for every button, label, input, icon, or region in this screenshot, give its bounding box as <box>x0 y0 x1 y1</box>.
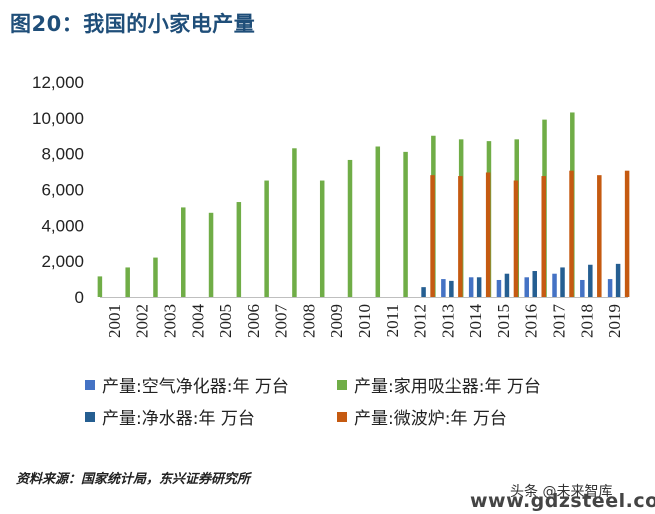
bar-microwave-2019 <box>624 170 630 297</box>
bar-air_purifier-2018 <box>580 279 585 297</box>
bar-air_purifier-2015 <box>496 279 502 297</box>
x-tick-label: 2005 <box>216 304 235 338</box>
legend-item-microwave: 产量:微波炉:年 万台 <box>337 404 507 429</box>
legend-swatch <box>85 379 95 390</box>
y-tick-label: 2,000 <box>41 252 84 271</box>
x-tick-label: 2019 <box>605 304 624 338</box>
y-tick-label: 10,000 <box>32 109 84 128</box>
y-tick-label: 6,000 <box>41 181 84 200</box>
y-axis: 0 2,000 4,000 6,000 8,000 10,000 12,000 <box>32 73 84 307</box>
x-tick-label: 2002 <box>133 304 152 338</box>
x-tick-label: 2006 <box>244 304 263 338</box>
x-tick-label: 2015 <box>494 304 513 338</box>
bar-vacuum-2002 <box>125 267 130 297</box>
bar-vacuum-2001 <box>97 276 103 297</box>
bar-microwave-2017 <box>569 170 574 297</box>
legend-swatch <box>337 411 347 422</box>
bar-air_purifier-2017 <box>552 273 557 297</box>
y-tick-label: 0 <box>75 288 84 307</box>
x-tick-label: 2012 <box>411 304 430 338</box>
legend-item-vacuum: 产量:家用吸尘器:年 万台 <box>337 372 541 397</box>
bar-vacuum-2010 <box>347 159 353 297</box>
legend-label: 产量:空气净化器:年 万台 <box>102 377 289 397</box>
bar-microwave-2014 <box>485 172 491 297</box>
bar-vacuum-2005 <box>208 212 214 297</box>
bar-vacuum-2011 <box>375 146 381 297</box>
y-tick-label: 4,000 <box>41 216 84 235</box>
bar-microwave-2013 <box>458 176 463 297</box>
chart-bars <box>97 112 630 297</box>
watermark-url: www.gdzsteel.com <box>470 490 655 512</box>
bar-water_purifier-2018 <box>588 264 593 297</box>
bar-water_purifier-2019 <box>615 263 621 297</box>
legend-swatch <box>337 379 347 390</box>
legend-label: 产量:微波炉:年 万台 <box>354 409 507 429</box>
bar-air_purifier-2016 <box>524 277 529 297</box>
watermark-text: 头条 @未来智库 <box>510 484 613 500</box>
x-axis: 2001 2002 2003 2004 2005 2006 2007 2008 2009 2010… <box>100 297 628 339</box>
bar-microwave-2016 <box>541 176 546 297</box>
x-tick-label: 2010 <box>355 304 374 338</box>
x-tick-label: 2007 <box>272 304 291 339</box>
x-tick-label: 2003 <box>160 304 179 338</box>
source-note: 资料来源：国家统计局，东兴证券研究所 <box>16 472 251 487</box>
x-tick-label: 2009 <box>327 304 346 338</box>
bar-microwave-2012 <box>430 175 435 297</box>
bar-water_purifier-2017 <box>560 267 565 297</box>
y-tick-label: 12,000 <box>32 73 84 92</box>
x-tick-label: 2018 <box>577 304 596 338</box>
bar-water_purifier-2013 <box>449 280 454 297</box>
x-tick-label: 2011 <box>383 304 402 337</box>
bar-vacuum-2007 <box>264 180 269 297</box>
bar-water_purifier-2012 <box>421 287 426 297</box>
legend-swatch <box>85 411 95 422</box>
bar-water_purifier-2014 <box>476 277 482 297</box>
bar-vacuum-2009 <box>319 180 325 297</box>
bar-water_purifier-2015 <box>504 273 510 297</box>
x-tick-label: 2008 <box>299 304 318 338</box>
bar-air_purifier-2013 <box>441 279 446 297</box>
bar-air_purifier-2019 <box>607 279 613 297</box>
bar-microwave-2018 <box>597 175 602 297</box>
bar-water_purifier-2016 <box>532 271 537 297</box>
legend-label: 产量:净水器:年 万台 <box>102 409 255 429</box>
x-tick-label: 2014 <box>466 304 485 339</box>
bar-microwave-2015 <box>513 180 519 297</box>
x-tick-label: 2001 <box>105 304 124 338</box>
legend-label: 产量:家用吸尘器:年 万台 <box>354 377 541 397</box>
y-tick-label: 8,000 <box>41 145 84 164</box>
legend-item-water_purifier: 产量:净水器:年 万台 <box>85 404 255 429</box>
bar-vacuum-2003 <box>153 257 158 297</box>
x-tick-label: 2004 <box>188 304 207 339</box>
x-tick-label: 2017 <box>550 304 569 339</box>
bar-vacuum-2004 <box>181 207 186 297</box>
x-tick-label: 2016 <box>522 304 541 338</box>
page-title: 图20：我国的小家电产量 <box>10 12 256 36</box>
bar-vacuum-2008 <box>292 148 297 297</box>
bar-vacuum-2012 <box>403 151 408 297</box>
bar-air_purifier-2014 <box>468 277 474 297</box>
bar-vacuum-2006 <box>236 202 242 297</box>
legend-item-air_purifier: 产量:空气净化器:年 万台 <box>85 372 289 397</box>
x-tick-label: 2013 <box>438 304 457 338</box>
